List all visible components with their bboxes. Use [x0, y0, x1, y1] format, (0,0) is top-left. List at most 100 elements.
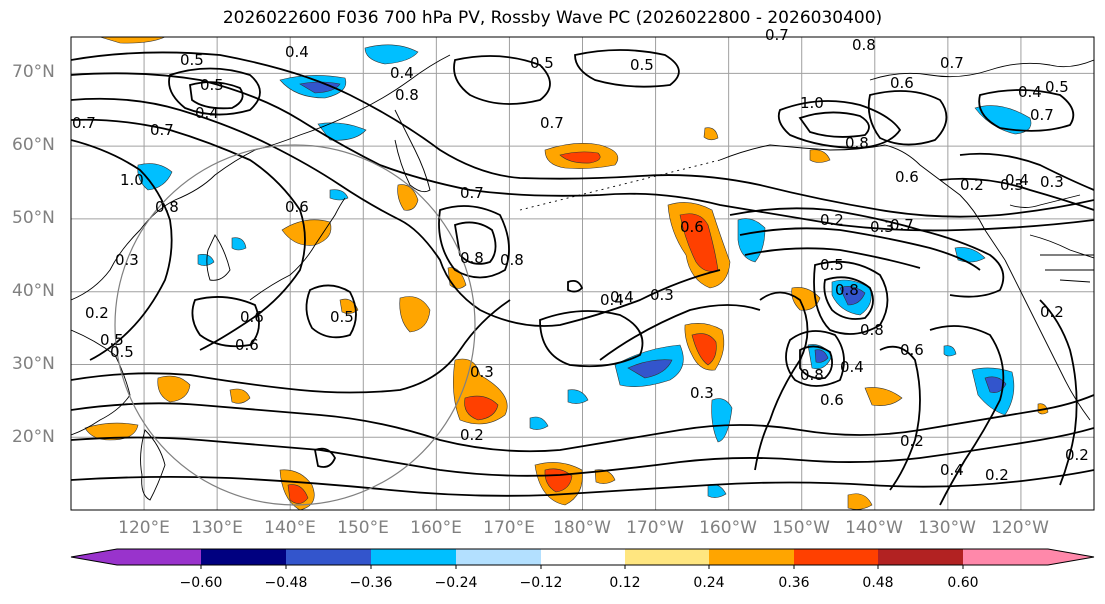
- anomaly-blob: [627, 359, 673, 379]
- anomaly-blob: [703, 127, 719, 141]
- anomaly-blob: [229, 388, 251, 404]
- anomaly-blob: [157, 375, 191, 403]
- anomaly-blob: [84, 422, 139, 441]
- colorbar-tick-label: −0.36: [349, 575, 393, 591]
- anomaly-blob: [954, 247, 986, 263]
- contour-label: 0.6: [240, 308, 264, 326]
- colorbar-segment: [117, 549, 201, 565]
- contour-label: 0.7: [150, 121, 174, 139]
- contour-label: 0.7: [890, 216, 914, 234]
- anomaly-blob: [839, 286, 866, 306]
- anomaly-blob: [943, 345, 957, 357]
- projection-circle: [114, 144, 476, 506]
- anomaly-blob: [559, 151, 601, 164]
- contour-label: 0.5: [330, 308, 354, 326]
- lon-label: 170°E: [483, 518, 535, 538]
- lon-label: 120°W: [991, 518, 1049, 538]
- lat-label: 40°N: [12, 281, 55, 301]
- pv-contour: [71, 51, 1094, 218]
- lon-label: 150°E: [337, 518, 389, 538]
- lon-label: 160°E: [410, 518, 462, 538]
- pv-contour: [729, 207, 1005, 298]
- coastlines: [71, 54, 1094, 501]
- philippines: [140, 429, 166, 501]
- colorbar-segment: [709, 549, 794, 565]
- lon-label: 150°W: [772, 518, 830, 538]
- colorbar-tick-label: 0.60: [947, 575, 979, 591]
- anomaly-blob: [711, 398, 733, 443]
- pv-contour: [823, 276, 874, 320]
- pv-contour: [599, 304, 761, 361]
- pv-contour: [71, 469, 1094, 497]
- contour-label: 0.2: [85, 304, 109, 322]
- anomaly-blob: [791, 287, 821, 311]
- contour-label: 0.2: [1040, 303, 1064, 321]
- aleutians: [519, 159, 721, 211]
- contour-label: 0.8: [835, 281, 859, 299]
- anomaly-blob: [864, 387, 903, 406]
- contour-label: 0.4: [195, 104, 219, 122]
- anomaly-blob: [197, 254, 215, 266]
- pv-contour: [574, 49, 680, 88]
- pv-contour: [453, 221, 497, 265]
- contour-label: 0.5: [100, 331, 124, 349]
- pv-contour: [879, 345, 921, 491]
- anomaly-blob: [339, 298, 359, 314]
- contour-label: 0.6: [895, 168, 919, 186]
- contour-label: 0.4: [285, 43, 309, 61]
- colorbar-segment: [878, 549, 963, 565]
- contour-label: 0.5: [180, 51, 204, 69]
- pv-contour: [739, 227, 981, 271]
- anomaly-blob: [99, 37, 166, 44]
- anomaly-blob: [814, 349, 829, 363]
- contour-label: 0.7: [72, 114, 96, 132]
- contour-label: 0.6: [900, 341, 924, 359]
- pv-contour: [929, 325, 1005, 506]
- pv-contour: [305, 284, 357, 339]
- contour-label: 0.8: [155, 198, 179, 216]
- contour-label: 0.5: [820, 256, 844, 274]
- korea-peninsula: [206, 234, 231, 281]
- lat-label: 50°N: [12, 208, 55, 228]
- canada-border: [1029, 234, 1094, 259]
- lon-label: 130°W: [918, 518, 976, 538]
- shading-negative: [137, 44, 1032, 498]
- pv-contour: [567, 279, 584, 293]
- colorbar-segment: [456, 549, 541, 565]
- lon-label: 130°E: [191, 518, 243, 538]
- pv-contour: [71, 299, 511, 394]
- alaska-coast: [719, 144, 1006, 261]
- lon-label: 170°W: [626, 518, 684, 538]
- contour-label: 0.6: [285, 198, 309, 216]
- pv-contour: [191, 296, 260, 348]
- anomaly-blob: [364, 44, 419, 65]
- pv-contour: [799, 345, 834, 380]
- pv-contour: [785, 330, 845, 387]
- pv-contour: [539, 310, 644, 368]
- pv-contour: [71, 394, 1094, 453]
- contour-label: 0.2: [820, 211, 844, 229]
- colorbar-tick-label: −0.24: [434, 575, 478, 591]
- pv-contour: [813, 260, 889, 335]
- pv-contour: [453, 55, 551, 105]
- contour-label: 0.6: [890, 74, 914, 92]
- colorbar-extend-max: [1048, 549, 1094, 565]
- lon-label: 140°W: [845, 518, 903, 538]
- pv-contour: [189, 81, 244, 110]
- contour-label: 0.5: [630, 56, 654, 74]
- contour-label: 0.7: [765, 26, 789, 44]
- contour-label: 0.4: [610, 288, 634, 306]
- contour-label: 0.4: [1018, 83, 1042, 101]
- colorbar-segment: [371, 549, 456, 565]
- contour-label: 0.6: [235, 336, 259, 354]
- contour-label: 0.3: [470, 363, 494, 381]
- anomaly-blob: [464, 395, 499, 421]
- contour-label: 0.4: [600, 291, 624, 309]
- anomaly-blob: [231, 237, 247, 251]
- pv-contour: [867, 90, 948, 146]
- plot-frame: [70, 36, 1095, 511]
- contour-label: 0.5: [200, 76, 224, 94]
- contour-label: 0.4: [940, 461, 964, 479]
- anomaly-blob: [287, 484, 309, 504]
